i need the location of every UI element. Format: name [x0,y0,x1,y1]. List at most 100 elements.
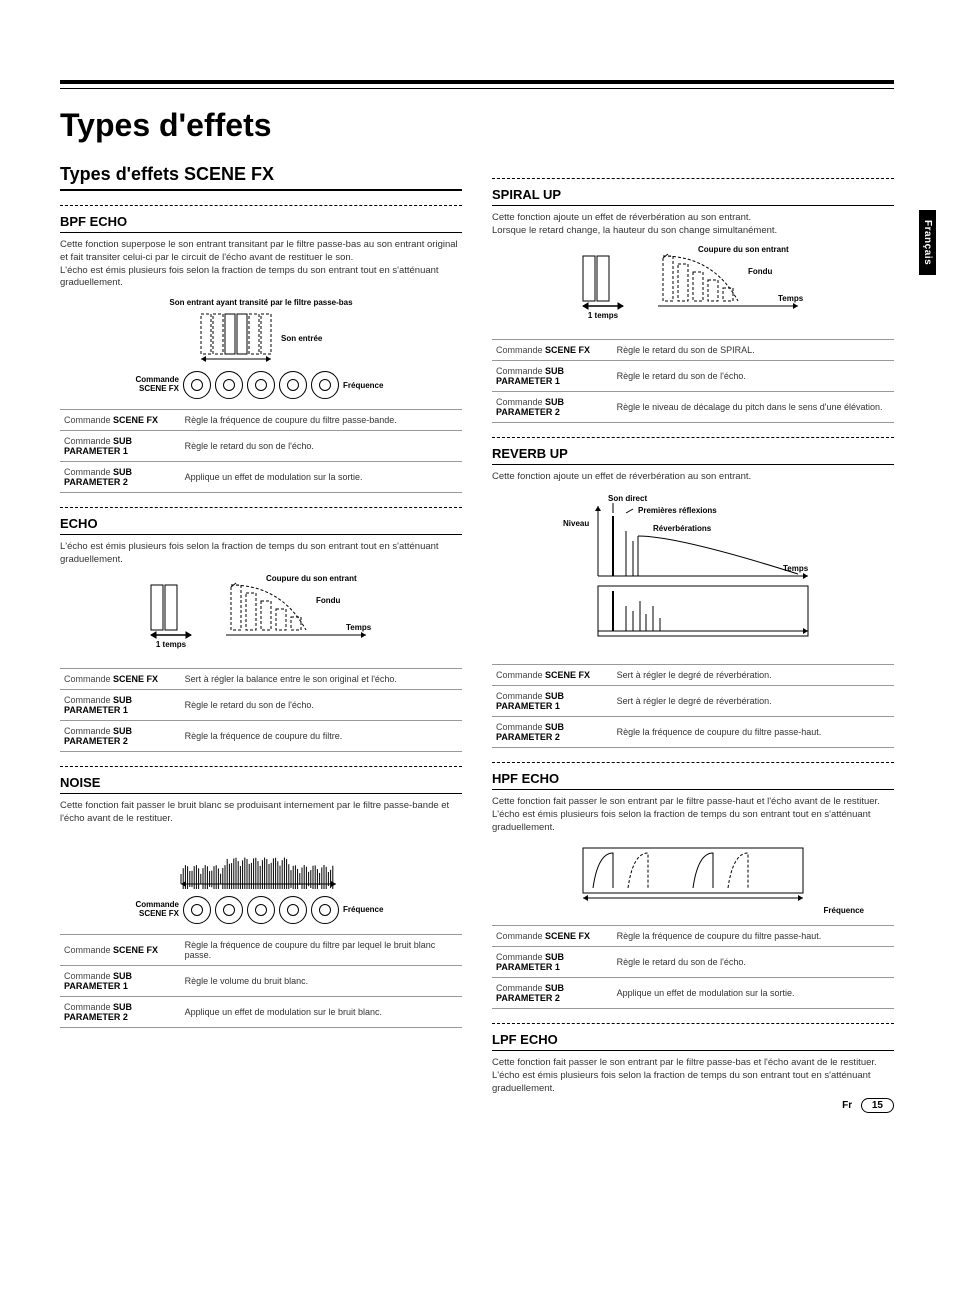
svg-text:1 temps: 1 temps [156,640,187,649]
param-value: Règle la fréquence de coupure du filtre. [181,720,462,751]
param-value: Règle le niveau de décalage du pitch dan… [613,391,894,422]
table-row: Commande SUBPARAMETER 2 Applique un effe… [60,996,462,1027]
section-diagram: Fréquence [492,843,894,915]
table-row: Commande SUBPARAMETER 2 Applique un effe… [492,977,894,1008]
section-separator [492,762,894,763]
table-row: Commande SUBPARAMETER 2 Règle le niveau … [492,391,894,422]
param-label: Commande SCENE FX [60,934,181,965]
table-row: Commande SCENE FX Règle la fréquence de … [492,925,894,946]
svg-text:1 temps: 1 temps [588,311,619,320]
section-title: SPIRAL UP [492,187,894,206]
table-row: Commande SCENE FX Règle la fréquence de … [60,410,462,431]
svg-text:Niveau: Niveau [563,519,589,528]
section-description: Cette fonction ajoute un effet de réverb… [492,471,894,484]
svg-text:Premières réflexions: Premières réflexions [638,506,717,515]
param-value: Sert à régler la balance entre le son or… [181,668,462,689]
param-value: Règle la fréquence de coupure du filtre … [613,925,894,946]
section-title: ECHO [60,516,462,535]
param-label: Commande SUBPARAMETER 2 [60,462,181,493]
section-separator [492,1023,894,1024]
param-value: Sert à régler le degré de réverbération. [613,686,894,717]
section-separator [60,205,462,206]
table-row: Commande SCENE FX Règle le retard du son… [492,339,894,360]
parameter-table: Commande SCENE FX Sert à régler le degré… [492,664,894,748]
svg-text:Temps: Temps [778,294,804,303]
param-value: Règle le volume du bruit blanc. [181,965,462,996]
param-label: Commande SUBPARAMETER 1 [60,431,181,462]
param-label: Commande SCENE FX [60,410,181,431]
table-row: Commande SUBPARAMETER 2 Règle la fréquen… [492,717,894,748]
param-label: Commande SUBPARAMETER 2 [60,720,181,751]
svg-text:Son direct: Son direct [608,494,647,503]
table-row: Commande SUBPARAMETER 2 Applique un effe… [60,462,462,493]
section-separator [60,766,462,767]
section-description: Cette fonction fait passer le bruit blan… [60,800,462,826]
param-value: Applique un effet de modulation sur la s… [613,977,894,1008]
svg-text:Temps: Temps [783,564,809,573]
parameter-table: Commande SCENE FX Règle la fréquence de … [492,925,894,1009]
section-description: Cette fonction fait passer le son entran… [492,796,894,834]
content-columns: Types d'effets SCENE FX BPF ECHO Cette fo… [60,164,894,1103]
parameter-table: Commande SCENE FX Règle le retard du son… [492,339,894,423]
table-row: Commande SUBPARAMETER 1 Règle le retard … [492,360,894,391]
section-diagram: Son direct Premières réflexions Niveau R… [492,491,894,654]
top-rule-thin [60,88,894,89]
param-value: Règle la fréquence de coupure du filtre … [181,934,462,965]
section-description: Cette fonction superpose le son entrant … [60,239,462,290]
param-label: Commande SUBPARAMETER 2 [492,977,613,1008]
section-separator [60,507,462,508]
param-label: Commande SUBPARAMETER 1 [492,686,613,717]
page-title: Types d'effets [60,107,894,144]
param-label: Commande SCENE FX [492,925,613,946]
param-label: Commande SUBPARAMETER 1 [60,689,181,720]
table-row: Commande SCENE FX Sert à régler la balan… [60,668,462,689]
table-row: Commande SUBPARAMETER 1 Règle le retard … [60,689,462,720]
param-label: Commande SUBPARAMETER 2 [60,996,181,1027]
section-diagram: Son entrant ayant transité par le filtre… [60,298,462,399]
section-diagram: 1 temps Coupure du son entrant Fondu Tem… [60,575,462,658]
param-value: Applique un effet de modulation sur la s… [181,462,462,493]
svg-text:Coupure du son entrant: Coupure du son entrant [698,246,789,254]
section-separator [492,437,894,438]
parameter-table: Commande SCENE FX Sert à régler la balan… [60,668,462,752]
page-footer: Fr 15 [842,1098,894,1113]
param-label: Commande SCENE FX [492,339,613,360]
svg-text:Fondu: Fondu [748,267,773,276]
section-title: HPF ECHO [492,771,894,790]
param-value: Règle le retard du son de l'écho. [181,689,462,720]
table-row: Commande SUBPARAMETER 1 Règle le volume … [60,965,462,996]
svg-text:Fondu: Fondu [316,596,341,605]
section-title: REVERB UP [492,446,894,465]
param-value: Règle le retard du son de l'écho. [181,431,462,462]
footer-page-number: 15 [861,1098,894,1113]
footer-lang: Fr [842,1100,852,1111]
table-row: Commande SCENE FX Sert à régler le degré… [492,665,894,686]
param-label: Commande SUBPARAMETER 2 [492,717,613,748]
param-label: Commande SUBPARAMETER 2 [492,391,613,422]
table-row: Commande SUBPARAMETER 2 Règle la fréquen… [60,720,462,751]
param-label: Commande SUBPARAMETER 1 [492,946,613,977]
left-heading: Types d'effets SCENE FX [60,164,462,191]
param-label: Commande SCENE FX [60,668,181,689]
section-diagram: 1 temps Coupure du son entrant Fondu Tem… [492,246,894,329]
language-tab: Français [919,210,936,275]
table-row: Commande SUBPARAMETER 1 Règle le retard … [492,946,894,977]
param-value: Règle le retard du son de SPIRAL. [613,339,894,360]
right-column: SPIRAL UP Cette fonction ajoute un effet … [492,164,894,1103]
table-row: Commande SUBPARAMETER 1 Règle le retard … [60,431,462,462]
section-description: Cette fonction ajoute un effet de réverb… [492,212,894,238]
svg-text:Réverbérations: Réverbérations [653,524,712,533]
left-column: Types d'effets SCENE FX BPF ECHO Cette fo… [60,164,462,1103]
parameter-table: Commande SCENE FX Règle la fréquence de … [60,409,462,493]
table-row: Commande SCENE FX Règle la fréquence de … [60,934,462,965]
param-value: Règle le retard du son de l'écho. [613,360,894,391]
section-title: BPF ECHO [60,214,462,233]
section-description: L'écho est émis plusieurs fois selon la … [60,541,462,567]
param-value: Sert à régler le degré de réverbération. [613,665,894,686]
param-label: Commande SUBPARAMETER 1 [492,360,613,391]
parameter-table: Commande SCENE FX Règle la fréquence de … [60,934,462,1028]
param-label: Commande SUBPARAMETER 1 [60,965,181,996]
svg-text:Coupure du son entrant: Coupure du son entrant [266,575,357,583]
section-separator [492,178,894,179]
section-diagram: Commande SCENE FX Fréquence [60,834,462,924]
